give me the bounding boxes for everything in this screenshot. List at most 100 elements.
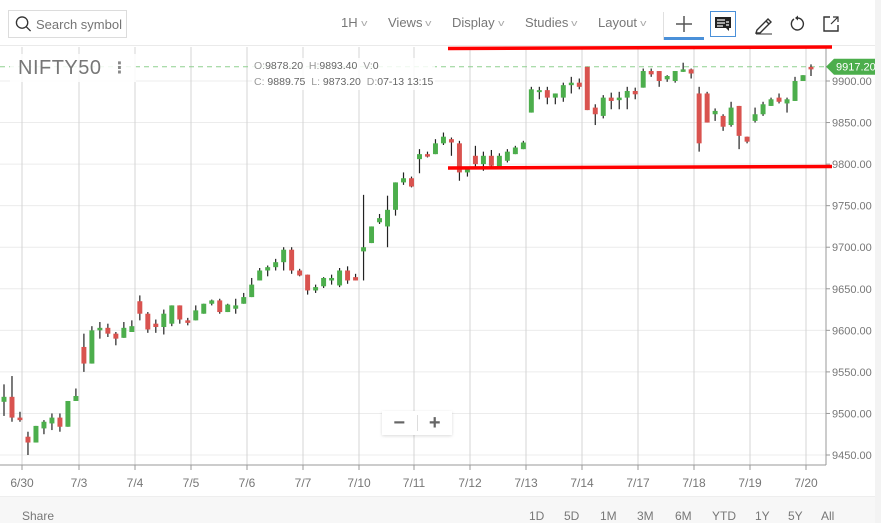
candle-down <box>25 436 31 443</box>
candle-up <box>313 287 319 291</box>
x-axis-label: 7/7 <box>295 476 312 490</box>
x-axis-label: 7/17 <box>626 476 650 490</box>
candle-down <box>472 155 478 165</box>
draw-button[interactable] <box>751 11 777 37</box>
candle-down <box>17 417 23 421</box>
candle-down <box>137 301 143 314</box>
candle-up <box>712 110 718 115</box>
crosshair-icon <box>676 16 692 32</box>
candle-up <box>241 297 247 304</box>
range-5d[interactable]: 5D <box>564 509 580 523</box>
candle-down <box>345 270 351 281</box>
range-ytd[interactable]: YTD <box>712 509 736 523</box>
candle-up <box>680 69 686 72</box>
chevron-down-icon: v <box>360 17 368 28</box>
studies-label: Studies <box>525 15 569 30</box>
candle-up <box>512 147 518 155</box>
candle-down <box>608 97 614 101</box>
symbol-name: NIFTY50 <box>18 56 102 79</box>
candle-up <box>329 277 335 281</box>
range-1d[interactable]: 1D <box>529 509 545 523</box>
y-axis-label: 9850.00 <box>832 118 872 130</box>
candle-up <box>624 90 630 98</box>
x-axis-label: 7/19 <box>738 476 762 490</box>
candle-up <box>193 310 199 321</box>
candle-up <box>496 155 502 167</box>
scrollbar[interactable] <box>875 0 881 523</box>
candle-down <box>57 417 63 427</box>
candle-up <box>504 151 510 161</box>
ohlc-row-2: C: 9889.75 L: 9873.20 D:07-13 13:15 <box>254 76 434 88</box>
candlestick-chart[interactable]: 6/30 7/3 7/4 7/5 7/6 7/7 7/10 7/11 7/12 7/13 7/14 7… <box>0 0 875 496</box>
layout-menu[interactable]: Layout v <box>598 15 646 30</box>
candle-down <box>808 66 814 70</box>
y-axis-label: 9650.00 <box>832 284 872 296</box>
candle-down <box>145 313 151 330</box>
candle-up <box>273 262 279 268</box>
comment-button[interactable] <box>710 11 736 37</box>
candle-up <box>480 155 486 165</box>
x-axis-label: 7/13 <box>514 476 538 490</box>
candle-down <box>9 396 15 418</box>
candle-up <box>265 267 271 271</box>
y-axis-label: 9700.00 <box>832 242 872 254</box>
candle-down <box>305 274 311 291</box>
candle-down <box>488 155 494 166</box>
candle-up <box>369 226 375 244</box>
studies-menu[interactable]: Studies v <box>525 15 578 30</box>
candle-up <box>432 143 438 155</box>
candle-up <box>129 326 135 332</box>
interval-dropdown[interactable]: 1H v <box>341 15 368 30</box>
candle-up <box>73 395 79 401</box>
candle-down <box>744 136 750 142</box>
display-menu[interactable]: Display v <box>452 15 505 30</box>
layout-label: Layout <box>598 15 638 30</box>
candle-up <box>385 209 391 227</box>
candle-up <box>520 142 526 150</box>
range-all[interactable]: All <box>821 509 835 523</box>
candle-up <box>728 107 734 126</box>
y-axis-label: 9750.00 <box>832 201 872 213</box>
range-1y[interactable]: 1Y <box>755 509 770 523</box>
y-axis-label: 9450.00 <box>832 450 872 462</box>
crosshair-button[interactable] <box>664 11 704 40</box>
chevron-down-icon: v <box>497 17 505 28</box>
date-value: 07-13 13:15 <box>377 76 434 88</box>
x-axis-label: 7/10 <box>347 476 371 490</box>
candle-up <box>768 99 774 106</box>
x-axis-label: 6/30 <box>10 476 34 490</box>
range-3m[interactable]: 3M <box>637 509 654 523</box>
candle-up <box>752 114 758 121</box>
range-1m[interactable]: 1M <box>600 509 617 523</box>
candle-up <box>800 75 806 81</box>
zoom-in-button[interactable]: + <box>428 411 441 434</box>
candle-down <box>648 71 654 75</box>
candle-down <box>289 249 295 271</box>
candle-down <box>704 93 710 123</box>
x-axis-label: 7/6 <box>239 476 256 490</box>
search-input[interactable] <box>36 16 126 32</box>
x-axis-label: 7/3 <box>71 476 88 490</box>
zoom-out-button[interactable]: − <box>393 411 406 434</box>
y-axis-label: 9900.00 <box>832 76 872 88</box>
candle-up <box>536 90 542 93</box>
interval-label: 1H <box>341 15 358 30</box>
candle-down <box>353 277 359 281</box>
search-box[interactable] <box>8 10 127 38</box>
reset-button[interactable] <box>785 11 811 37</box>
range-5y[interactable]: 5Y <box>788 509 803 523</box>
high-value: 9893.40 <box>319 60 358 72</box>
current-price-label: 9917.20 <box>836 62 875 74</box>
range-6m[interactable]: 6M <box>675 509 692 523</box>
range-bar <box>0 496 875 523</box>
views-menu[interactable]: Views v <box>388 15 432 30</box>
candle-up <box>640 71 646 88</box>
candle-down <box>217 300 223 313</box>
candle-up <box>321 277 327 287</box>
popout-button[interactable] <box>818 11 844 37</box>
share-button[interactable]: Share <box>22 509 55 523</box>
ohlc-row-1: O:9878.20 H:9893.40 V:0 <box>254 60 379 72</box>
candle-down <box>632 90 638 95</box>
candle-up <box>401 178 406 183</box>
kebab-menu-icon[interactable]: ⋮ <box>111 60 128 77</box>
